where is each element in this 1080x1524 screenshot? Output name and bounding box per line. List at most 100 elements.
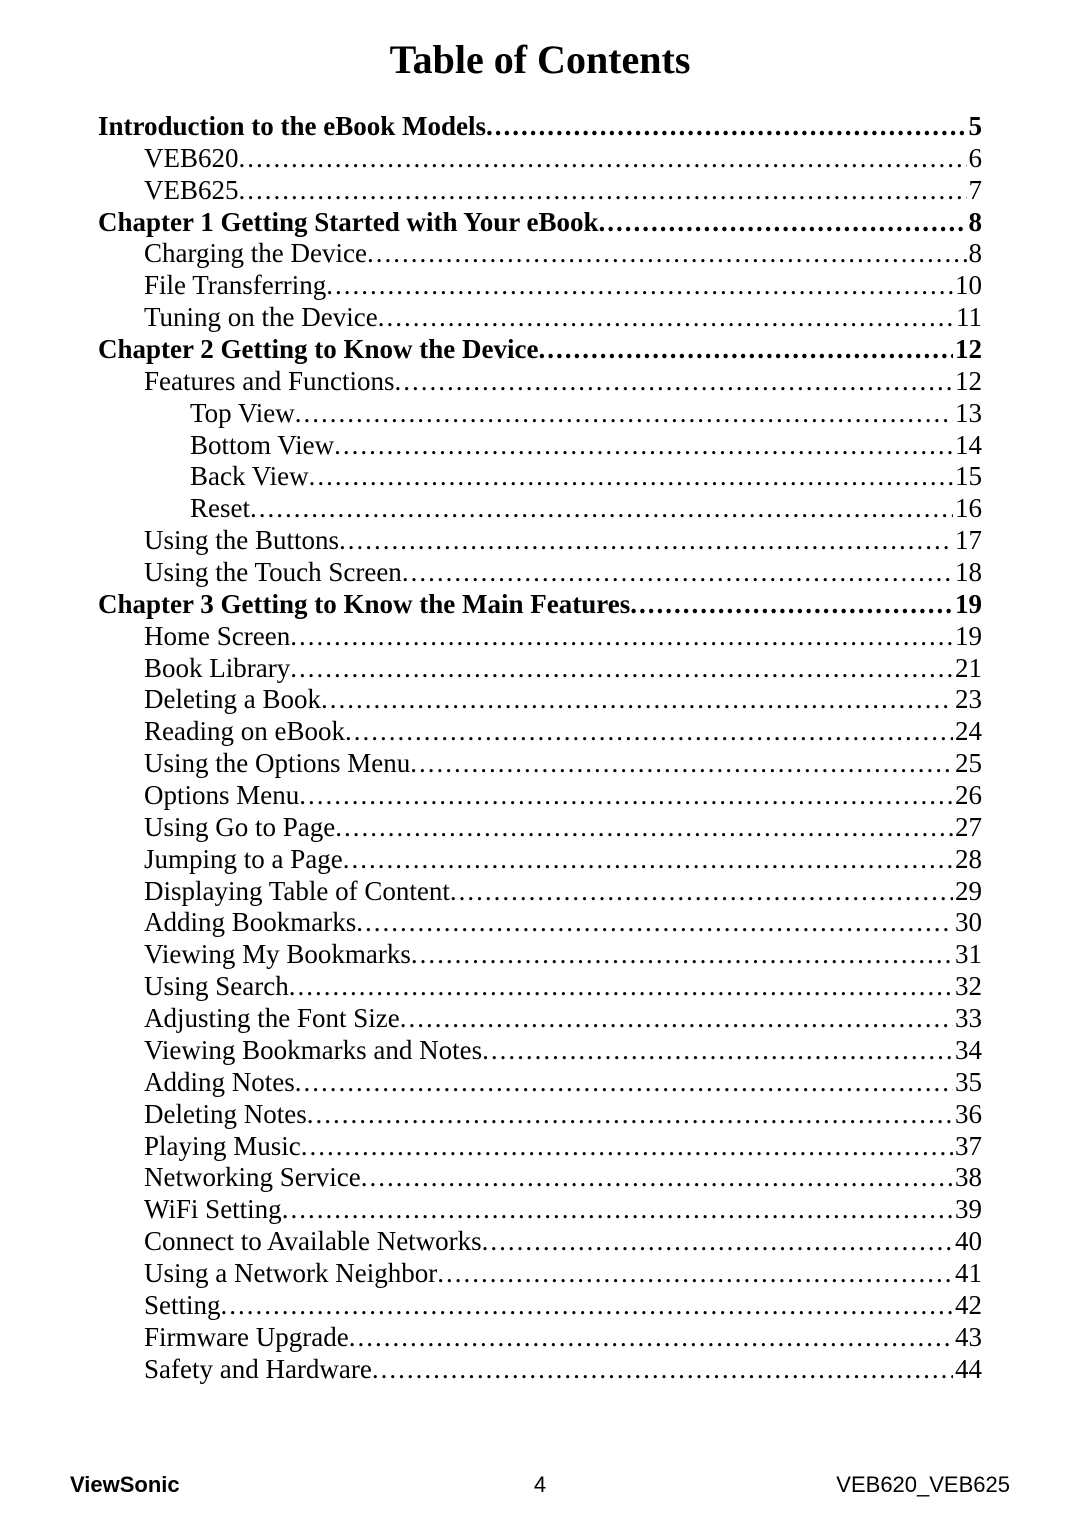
toc-entry-page: 25 <box>953 748 982 780</box>
toc-entry-label: Options Menu <box>144 780 299 812</box>
toc-entry-page: 42 <box>953 1290 982 1322</box>
toc-entry[interactable]: Reset16 <box>98 493 982 525</box>
toc-leader <box>334 430 953 462</box>
toc-entry[interactable]: Using the Options Menu 25 <box>98 748 982 780</box>
toc-leader <box>367 238 967 270</box>
toc-entry-page: 7 <box>967 175 983 207</box>
toc-entry-page: 12 <box>953 334 982 366</box>
toc-leader <box>282 1194 953 1226</box>
toc-entry[interactable]: Using Go to Page27 <box>98 812 982 844</box>
toc-entry[interactable]: Features and Functions12 <box>98 366 982 398</box>
toc-entry[interactable]: Setting42 <box>98 1290 982 1322</box>
toc-entry[interactable]: Adjusting the Font Size33 <box>98 1003 982 1035</box>
toc-entry[interactable]: VEB6257 <box>98 175 982 207</box>
toc-entry[interactable]: Chapter 2 Getting to Know the Device 12 <box>98 334 982 366</box>
toc-entry-page: 14 <box>953 430 982 462</box>
toc-entry-page: 43 <box>953 1322 982 1354</box>
toc-leader <box>400 1003 953 1035</box>
toc-entry-label: Top View <box>190 398 295 430</box>
toc-entry[interactable]: Adding Bookmarks30 <box>98 907 982 939</box>
toc-entry-page: 28 <box>953 844 982 876</box>
toc-entry-label: Features and Functions <box>144 366 394 398</box>
toc-entry[interactable]: Tuning on the Device11 <box>98 302 982 334</box>
toc-entry[interactable]: Displaying Table of Content29 <box>98 876 982 908</box>
toc-entry-page: 41 <box>953 1258 982 1290</box>
toc-entry-label: Viewing Bookmarks and Notes <box>144 1035 482 1067</box>
toc-entry[interactable]: WiFi Setting39 <box>98 1194 982 1226</box>
toc-entry[interactable]: Deleting a Book23 <box>98 684 982 716</box>
toc-leader <box>307 1099 953 1131</box>
toc-entry[interactable]: Safety and Hardware44 <box>98 1354 982 1386</box>
toc-entry-page: 10 <box>953 270 982 302</box>
toc-entry[interactable]: Using Search32 <box>98 971 982 1003</box>
footer-brand: ViewSonic <box>70 1472 180 1498</box>
toc-entry[interactable]: Using a Network Neighbor 41 <box>98 1258 982 1290</box>
toc-entry-label: VEB620 <box>144 143 239 175</box>
toc-entry-page: 35 <box>953 1067 982 1099</box>
toc-entry[interactable]: Bottom View14 <box>98 430 982 462</box>
toc-entry-label: Viewing My Bookmarks <box>144 939 411 971</box>
toc-entry[interactable]: Playing Music37 <box>98 1131 982 1163</box>
toc-leader <box>301 1131 953 1163</box>
toc-list: Introduction to the eBook Models 5VEB6206… <box>98 111 982 1385</box>
toc-entry-page: 40 <box>953 1226 982 1258</box>
toc-entry[interactable]: Deleting Notes36 <box>98 1099 982 1131</box>
toc-leader <box>410 748 953 780</box>
toc-entry[interactable]: Reading on eBook24 <box>98 716 982 748</box>
toc-entry-page: 5 <box>967 111 983 143</box>
toc-entry[interactable]: Options Menu 26 <box>98 780 982 812</box>
toc-leader <box>339 525 953 557</box>
toc-leader <box>335 812 953 844</box>
toc-leader <box>361 1162 953 1194</box>
toc-entry[interactable]: Chapter 3 Getting to Know the Main Featu… <box>98 589 982 621</box>
toc-entry[interactable]: Jumping to a Page28 <box>98 844 982 876</box>
toc-entry-page: 19 <box>953 621 982 653</box>
toc-entry[interactable]: Home Screen19 <box>98 621 982 653</box>
toc-entry[interactable]: Back View15 <box>98 461 982 493</box>
toc-entry[interactable]: Firmware Upgrade 43 <box>98 1322 982 1354</box>
toc-leader <box>378 302 954 334</box>
toc-leader <box>289 971 953 1003</box>
toc-entry[interactable]: Chapter 1 Getting Started with Your eBoo… <box>98 207 982 239</box>
toc-entry[interactable]: Top View13 <box>98 398 982 430</box>
toc-entry[interactable]: File Transferring10 <box>98 270 982 302</box>
toc-entry-page: 17 <box>953 525 982 557</box>
toc-entry-label: Chapter 2 Getting to Know the Device <box>98 334 538 366</box>
toc-entry-label: Using Search <box>144 971 289 1003</box>
toc-entry[interactable]: Charging the Device8 <box>98 238 982 270</box>
toc-entry[interactable]: Book Library21 <box>98 653 982 685</box>
toc-entry[interactable]: Using the Buttons 17 <box>98 525 982 557</box>
toc-entry-page: 19 <box>953 589 982 621</box>
toc-leader <box>372 1354 953 1386</box>
toc-entry-label: Connect to Available Networks <box>144 1226 482 1258</box>
toc-entry-label: Introduction to the eBook Models <box>98 111 486 143</box>
toc-entry[interactable]: Viewing Bookmarks and Notes34 <box>98 1035 982 1067</box>
toc-leader <box>402 557 953 589</box>
toc-entry-label: Using the Buttons <box>144 525 339 557</box>
toc-leader <box>309 461 953 493</box>
toc-leader <box>437 1258 953 1290</box>
toc-entry[interactable]: Viewing My Bookmarks31 <box>98 939 982 971</box>
toc-entry[interactable]: Networking Service38 <box>98 1162 982 1194</box>
toc-entry[interactable]: Connect to Available Networks 40 <box>98 1226 982 1258</box>
toc-entry[interactable]: Adding Notes35 <box>98 1067 982 1099</box>
toc-entry-label: Firmware Upgrade <box>144 1322 349 1354</box>
toc-entry-page: 8 <box>967 207 983 239</box>
toc-entry-label: Chapter 3 Getting to Know the Main Featu… <box>98 589 630 621</box>
toc-leader <box>343 844 953 876</box>
toc-entry-label: Using a Network Neighbor <box>144 1258 437 1290</box>
toc-entry-label: Tuning on the Device <box>144 302 378 334</box>
toc-entry-page: 26 <box>953 780 982 812</box>
toc-entry-label: Deleting Notes <box>144 1099 307 1131</box>
toc-entry-label: Chapter 1 Getting Started with Your eBoo… <box>98 207 599 239</box>
toc-entry-page: 24 <box>953 716 982 748</box>
toc-leader <box>356 907 953 939</box>
toc-entry-label: Using the Options Menu <box>144 748 410 780</box>
toc-entry-label: WiFi Setting <box>144 1194 282 1226</box>
toc-entry[interactable]: VEB6206 <box>98 143 982 175</box>
toc-leader <box>250 493 953 525</box>
toc-entry[interactable]: Using the Touch Screen18 <box>98 557 982 589</box>
toc-leader <box>486 111 966 143</box>
toc-entry[interactable]: Introduction to the eBook Models 5 <box>98 111 982 143</box>
toc-leader <box>482 1035 953 1067</box>
